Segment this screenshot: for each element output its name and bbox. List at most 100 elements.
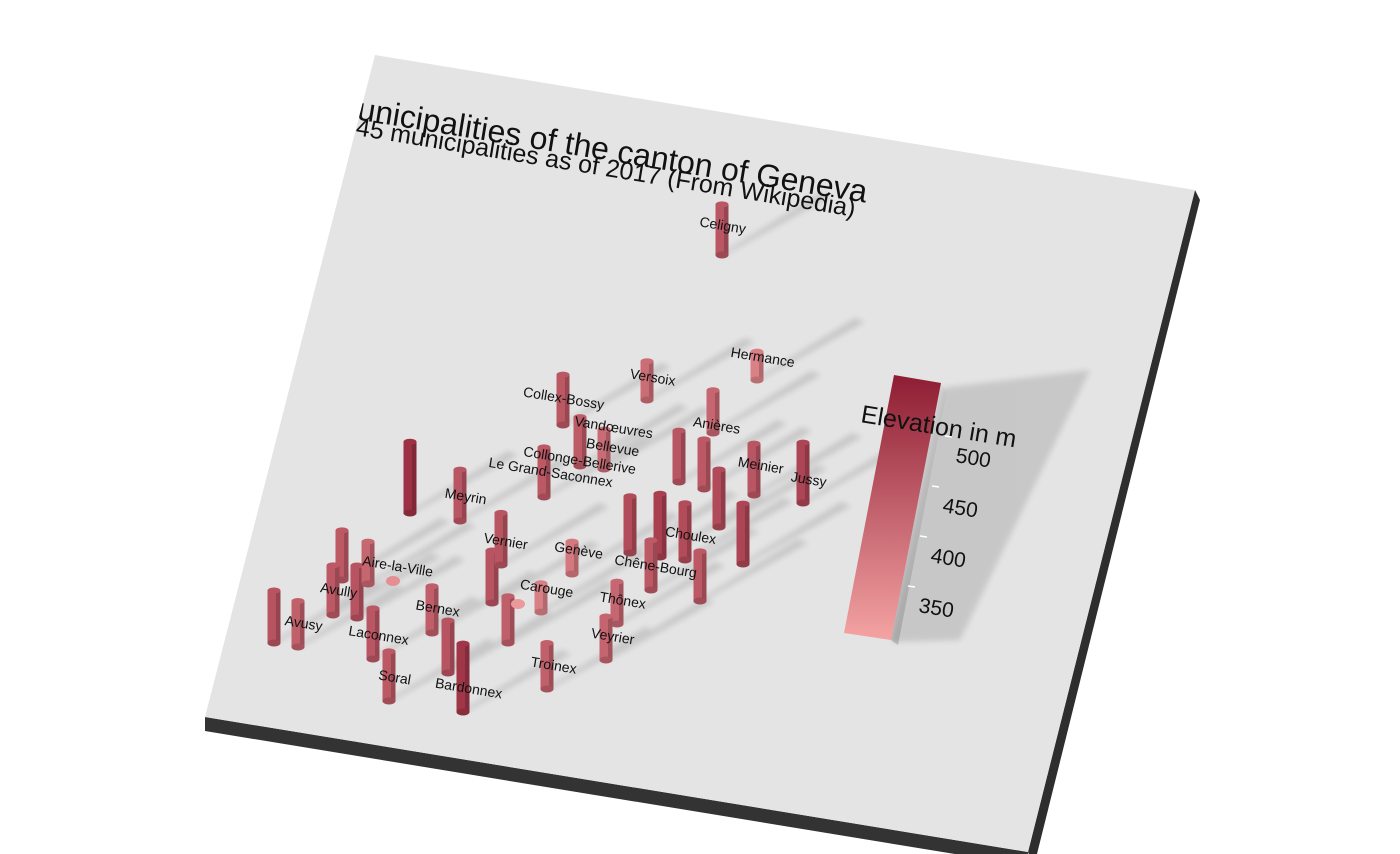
column-highlight [640,361,646,400]
column-shade [411,441,417,513]
column-highlight [672,430,678,482]
column-base [267,639,281,647]
column-top [623,493,637,500]
column-shade [493,550,499,603]
column-top [267,587,281,594]
column-shade [509,596,515,643]
elevation-column [456,640,470,716]
column-body [715,204,729,255]
legend-bar-side [891,383,947,645]
column-highlight [678,503,684,560]
column-highlight [540,643,546,689]
elevation-column [565,538,579,578]
municipality-label: Veyrier [590,625,636,648]
column-top [640,358,654,365]
elevation-column [640,358,654,404]
column-shade [573,541,579,574]
column-shadow [754,318,865,380]
legend-bar-shadow [892,370,1090,642]
elevation-column [540,640,554,693]
elevation-column [441,617,455,677]
municipality-label: Troinex [530,653,578,676]
column-base [573,462,587,470]
column-top [678,500,692,507]
column-base [291,643,305,651]
column-shade [744,503,750,564]
elevation-column [267,587,281,647]
column-shade [607,616,613,660]
column-base [747,491,761,499]
column-body [610,581,624,624]
column-body [706,390,720,433]
column-highlight [556,374,562,425]
flat-marker [386,576,400,586]
column-shade [661,493,667,557]
column-top [291,598,305,604]
column-top [403,438,417,445]
column-highlight [267,590,273,643]
column-top [693,548,707,555]
elevation-column [623,493,637,557]
elevation-column [712,466,726,531]
column-body [326,565,340,615]
column-highlight [350,565,356,618]
column-body [597,429,611,469]
legend-tick-label: 450 [941,494,979,522]
column-shadow [603,598,714,660]
column-top [736,500,750,507]
column-top [747,440,761,447]
column-top [697,436,711,443]
column-body [453,469,467,521]
column-body [350,565,364,618]
column-base [537,493,551,501]
column-highlight [653,493,659,557]
column-body [573,417,587,466]
column-top [456,640,470,647]
column-base [697,485,711,493]
column-top [644,537,658,544]
column-shade [390,651,396,701]
column-shade [705,439,711,489]
elevation-column [678,500,692,564]
column-highlight [747,443,753,495]
column-shadow [601,407,712,469]
column-top [565,538,579,545]
column-highlight [712,469,718,527]
column-top [715,201,729,208]
column-shade [618,581,624,624]
column-shade [369,541,375,584]
column-highlight [441,620,447,673]
column-shade [343,530,349,580]
column-body [750,351,764,380]
elevation-column [501,593,515,647]
column-highlight [796,442,802,503]
column-base [712,523,726,531]
column-top [534,580,548,587]
column-shade [502,512,508,565]
column-base [750,376,764,384]
column-highlight [715,204,721,255]
column-base [501,639,515,647]
column-highlight [736,503,742,564]
column-top [706,387,720,394]
panel-side-edge [1028,190,1200,854]
column-shade [545,447,551,497]
column-base [494,561,508,569]
column-body [501,596,515,643]
column-body [534,583,548,612]
elevation-column [644,537,658,594]
column-body [672,430,686,482]
column-shade [652,540,658,590]
column-shade [686,503,692,560]
column-highlight [534,583,540,612]
column-shade [631,496,637,553]
column-shade [723,204,729,255]
elevation-column [597,426,611,473]
column-shadow [429,571,540,633]
column-shade [714,390,720,433]
elevation-column [715,201,729,259]
column-base [441,669,455,677]
municipality-label: Anières [692,413,741,436]
